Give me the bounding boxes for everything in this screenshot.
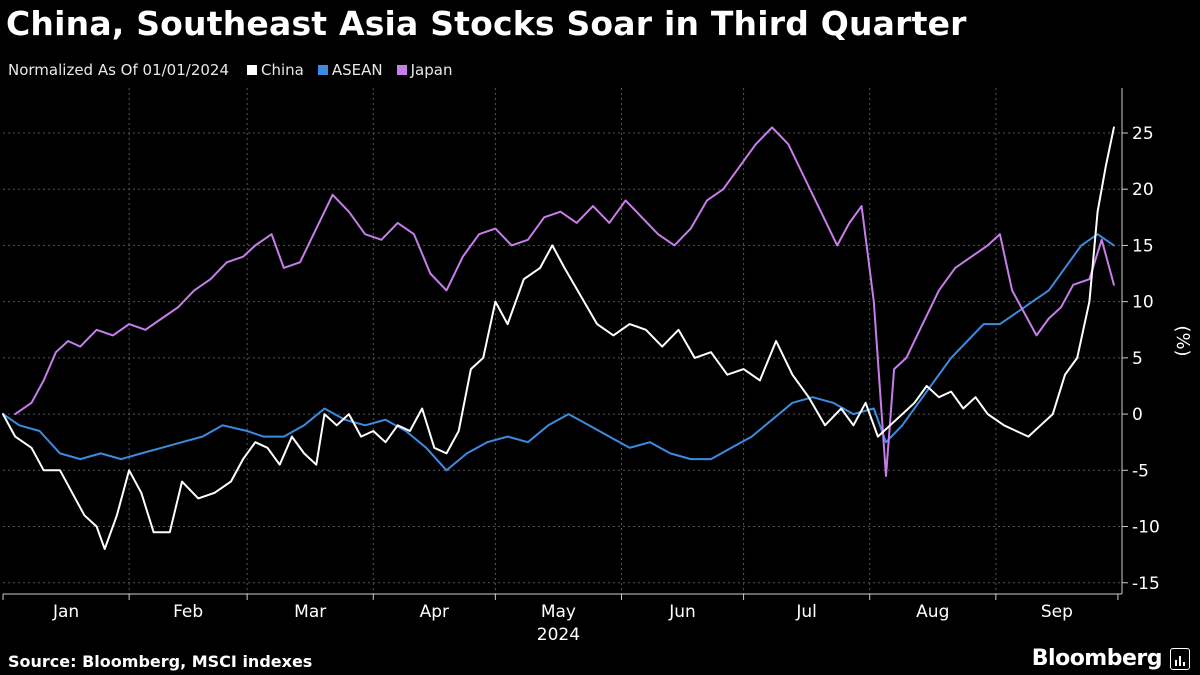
legend-label-asean: ASEAN <box>331 61 383 79</box>
brand-wordmark: Bloomberg <box>1031 646 1163 671</box>
terminal-icon <box>1170 647 1190 670</box>
grid-layer <box>3 88 1122 594</box>
y-tick-label: 25 <box>1132 124 1154 144</box>
y-axis-label: (%) <box>1172 325 1193 356</box>
x-tick-label: Jan <box>52 602 79 622</box>
x-tick-label: Sep <box>1041 602 1073 622</box>
x-tick-label: Apr <box>420 602 449 622</box>
series-line-japan <box>14 126 1115 477</box>
y-tick-label: 5 <box>1132 349 1143 369</box>
source-note: Source: Bloomberg, MSCI indexes <box>8 652 313 671</box>
brand-logo: Bloomberg <box>1032 646 1190 671</box>
series-line-asean <box>2 233 1115 472</box>
x-tick-label: Aug <box>916 602 949 622</box>
x-axis-year-label: 2024 <box>537 625 580 645</box>
legend-swatch-asean <box>317 65 328 75</box>
legend: Normalized As Of 01/01/2024 China ASEAN … <box>8 61 466 79</box>
x-tick-label: Feb <box>173 602 203 622</box>
axis-layer: 25 20 15 10 5 0 -5 -10 -15 Jan Feb Mar Apr May Jun Jul A… <box>2 88 1193 645</box>
y-tick-label: 10 <box>1132 293 1154 313</box>
chart-title: China, Southeast Asia Stocks Soar in Thi… <box>6 4 967 43</box>
x-tick-label: Jul <box>795 602 817 622</box>
y-tick-label: 15 <box>1132 236 1154 256</box>
y-tick-label: -5 <box>1132 461 1149 481</box>
legend-label-china: China <box>261 61 304 79</box>
legend-swatch-japan <box>396 65 407 75</box>
legend-item-asean: ASEAN <box>317 61 383 79</box>
y-tick-label: -15 <box>1132 574 1160 594</box>
y-tick-label: 0 <box>1132 405 1143 425</box>
x-tick-label: Mar <box>294 602 326 622</box>
series-line-china <box>2 126 1115 550</box>
x-tick-label: Jun <box>668 602 696 622</box>
legend-label-japan: Japan <box>410 61 453 79</box>
x-tick-label: May <box>541 602 576 622</box>
y-tick-label: -10 <box>1132 518 1160 538</box>
series-layer <box>2 126 1115 550</box>
legend-swatch-china <box>247 65 257 75</box>
y-tick-label: 20 <box>1132 180 1154 200</box>
legend-item-china: China <box>247 61 304 79</box>
chart-subtitle: Normalized As Of 01/01/2024 <box>8 61 229 79</box>
legend-item-japan: Japan <box>396 61 453 79</box>
